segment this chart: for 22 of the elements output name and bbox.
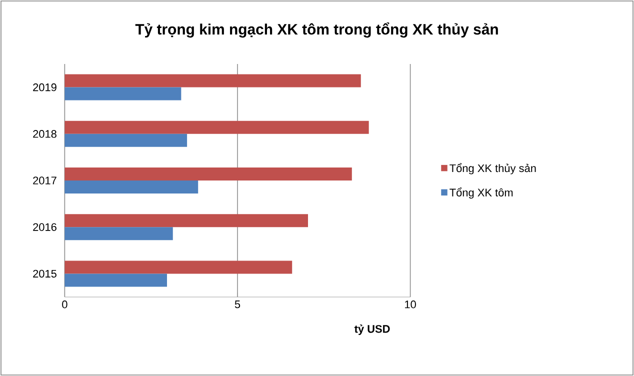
bar xyxy=(64,227,173,240)
bar xyxy=(64,120,369,134)
y-tick-label: 2017 xyxy=(33,176,56,184)
bar xyxy=(64,260,292,274)
y-tick-label: 2019 xyxy=(33,83,56,92)
chart-title: Tỷ trọng kim ngạch XK tôm trong tổng XK thủy sản xyxy=(135,22,498,38)
bar xyxy=(64,214,308,228)
legend-label: Tổng XK thủy sản xyxy=(450,163,536,174)
bar xyxy=(64,74,361,88)
y-tick-label: 2018 xyxy=(33,130,56,138)
bar xyxy=(64,180,198,194)
bar xyxy=(64,274,167,287)
legend-label: Tổng XK tôm xyxy=(450,187,513,199)
bar xyxy=(64,168,352,180)
y-tick-label: 2016 xyxy=(33,223,56,231)
y-tick-label: 2015 xyxy=(33,270,56,278)
x-tick-label: 0 xyxy=(62,300,68,308)
x-axis-title: tỷ USD xyxy=(354,324,390,335)
bar xyxy=(64,134,188,147)
x-tick-label: 5 xyxy=(234,300,240,308)
x-tick-label: 10 xyxy=(405,300,416,308)
bar xyxy=(64,87,182,100)
